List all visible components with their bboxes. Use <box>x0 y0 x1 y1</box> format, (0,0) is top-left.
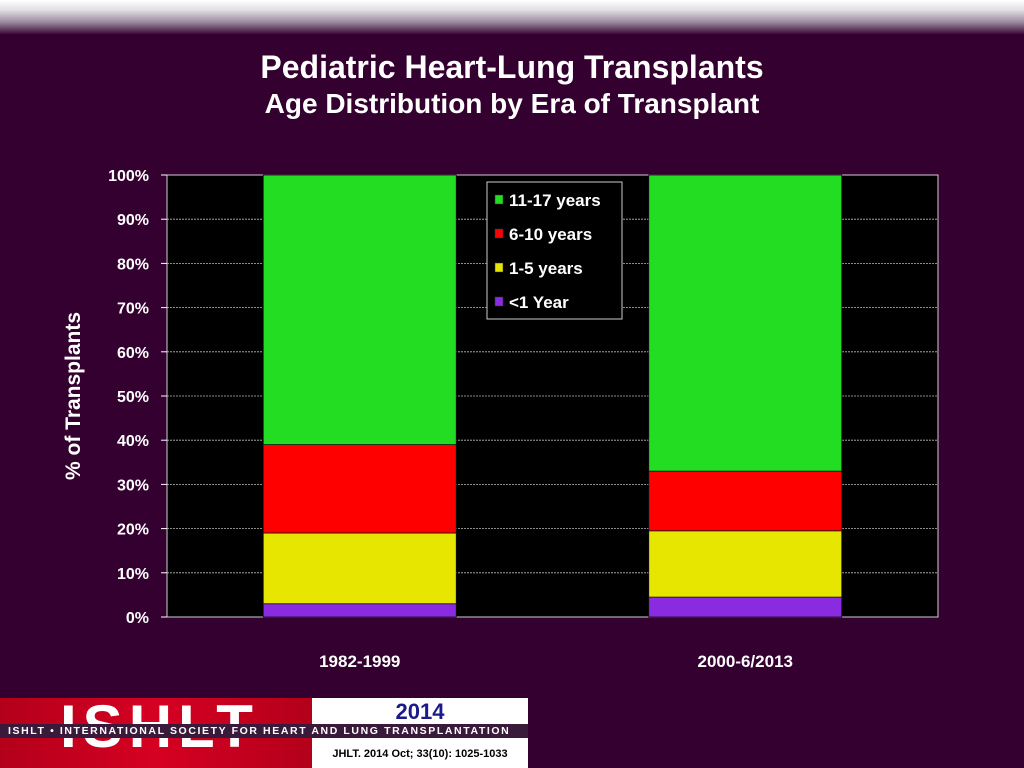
ishlt-footer: ISHLT ISHLT • INTERNATIONAL SOCIETY FOR … <box>0 698 528 768</box>
stacked-bar-chart: 0% 10% 20% 30% 40% 50% 60% 70% 80% 90% 100% % of Tr… <box>62 168 939 671</box>
bar-segment <box>262 532 457 605</box>
bar-segment <box>648 530 843 598</box>
legend-label: <1 Year <box>509 293 569 312</box>
y-tick-label: 10% <box>117 566 149 583</box>
org-name-band: ISHLT • INTERNATIONAL SOCIETY FOR HEART … <box>0 724 528 738</box>
y-tick-label: 60% <box>117 345 149 362</box>
legend-label: 6-10 years <box>509 225 592 244</box>
bar-segment <box>262 174 457 446</box>
bar-segment <box>648 470 843 532</box>
y-tick-label: 50% <box>117 389 149 406</box>
x-tick-label: 1982-1999 <box>319 652 400 671</box>
footer-citation: JHLT. 2014 Oct; 33(10): 1025-1033 <box>332 748 508 760</box>
bar-segment <box>648 174 843 472</box>
legend-swatch <box>494 296 504 307</box>
legend-label: 1-5 years <box>509 259 583 278</box>
bar-segment <box>648 596 843 618</box>
chart-title: Pediatric Heart-Lung Transplants <box>260 49 764 85</box>
y-tick-label: 20% <box>117 522 149 539</box>
legend-swatch <box>494 262 504 273</box>
y-tick-label: 100% <box>108 168 149 185</box>
legend-label: 11-17 years <box>509 191 601 210</box>
y-tick-label: 40% <box>117 433 149 450</box>
y-tick-label: 80% <box>117 256 149 273</box>
y-tick-label: 70% <box>117 301 149 318</box>
header-gradient-strip <box>0 0 1024 34</box>
legend-swatch <box>494 228 504 239</box>
chart-subtitle: Age Distribution by Era of Transplant <box>264 88 760 119</box>
x-tick-label: 2000-6/2013 <box>698 652 793 671</box>
title-block: Pediatric Heart-Lung Transplants Age Dis… <box>0 48 1024 122</box>
footer-year: 2014 <box>395 699 445 724</box>
y-tick-label: 30% <box>117 477 149 494</box>
y-tick-label: 0% <box>126 610 149 627</box>
bar-segment <box>262 444 457 534</box>
bar-segment <box>262 603 457 618</box>
legend-box <box>486 181 623 320</box>
legend-swatch <box>494 194 504 205</box>
y-tick-label: 90% <box>117 212 149 229</box>
y-axis-label: % of Transplants <box>62 312 85 480</box>
